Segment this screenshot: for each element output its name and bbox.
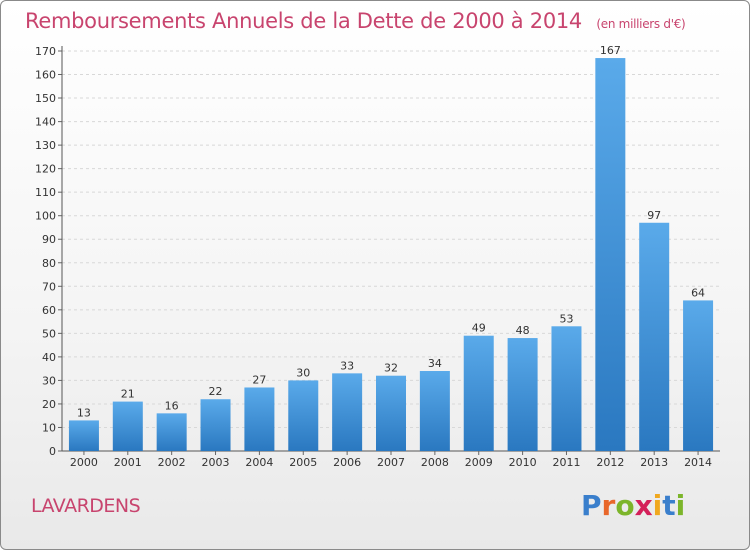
x-tick-label: 2005 — [289, 456, 317, 469]
logo-letter: P — [581, 489, 602, 522]
chart-title: Remboursements Annuels de la Dette de 20… — [25, 9, 686, 33]
y-tick-label: 40 — [42, 351, 56, 364]
bar — [683, 300, 714, 451]
bar-value-label: 13 — [77, 406, 91, 419]
x-tick-label: 2000 — [70, 456, 98, 469]
bar-value-label: 53 — [559, 312, 573, 325]
bar-value-label: 33 — [340, 359, 354, 372]
logo-letter: x — [634, 489, 653, 522]
logo-letter: r — [601, 489, 616, 522]
bar — [332, 373, 363, 451]
bar-value-label: 21 — [121, 388, 135, 401]
x-tick-label: 2003 — [202, 456, 230, 469]
bar-value-label: 27 — [252, 373, 266, 386]
y-tick-label: 20 — [42, 398, 56, 411]
bar — [639, 222, 670, 451]
y-tick-label: 170 — [35, 45, 56, 58]
x-tick-label: 2013 — [640, 456, 668, 469]
logo-letter: t — [662, 489, 676, 522]
bar — [419, 371, 450, 451]
y-tick-label: 60 — [42, 304, 56, 317]
chart-title-main: Remboursements Annuels de la Dette de 20… — [25, 9, 582, 33]
y-tick-label: 150 — [35, 92, 56, 105]
x-tick-label: 2007 — [377, 456, 405, 469]
bar — [156, 413, 187, 451]
bar — [551, 326, 582, 451]
bar — [288, 380, 319, 451]
bar — [200, 399, 231, 451]
logo-letter: i — [652, 489, 663, 522]
logo-letter: o — [615, 489, 635, 522]
y-tick-label: 100 — [35, 210, 56, 223]
y-tick-label: 130 — [35, 139, 56, 152]
bar-value-label: 16 — [165, 399, 179, 412]
x-tick-label: 2010 — [509, 456, 537, 469]
y-tick-label: 90 — [42, 233, 56, 246]
x-tick-label: 2004 — [245, 456, 273, 469]
bar-value-label: 49 — [472, 322, 486, 335]
y-tick-label: 10 — [42, 421, 56, 434]
bar-value-label: 34 — [428, 357, 442, 370]
y-tick-label: 140 — [35, 116, 56, 129]
x-tick-label: 2011 — [552, 456, 580, 469]
bar-value-label: 48 — [516, 324, 530, 337]
bar — [463, 335, 494, 451]
y-tick-label: 110 — [35, 186, 56, 199]
logo-letter: i — [675, 489, 686, 522]
bar — [507, 338, 538, 451]
x-tick-label: 2002 — [158, 456, 186, 469]
y-tick-label: 160 — [35, 69, 56, 82]
bar-value-label: 32 — [384, 362, 398, 375]
x-tick-label: 2014 — [684, 456, 712, 469]
x-tick-label: 2012 — [596, 456, 624, 469]
y-tick-label: 50 — [42, 327, 56, 340]
bar-value-label: 64 — [691, 286, 705, 299]
bar — [376, 375, 406, 451]
y-tick-label: 70 — [42, 280, 56, 293]
bar-value-label: 97 — [647, 209, 661, 222]
bar — [244, 387, 275, 451]
y-tick-label: 80 — [42, 257, 56, 270]
y-tick-label: 0 — [49, 445, 56, 458]
bar — [595, 58, 626, 451]
chart-title-unit: (en milliers d'€) — [596, 17, 686, 31]
bar-value-label: 22 — [209, 385, 223, 398]
bar — [112, 401, 143, 451]
bar-value-label: 30 — [296, 366, 310, 379]
proxiti-logo[interactable]: Proxiti — [581, 489, 685, 522]
x-tick-label: 2008 — [421, 456, 449, 469]
bar — [68, 420, 99, 451]
commune-name: LAVARDENS — [31, 495, 141, 517]
x-tick-label: 2009 — [465, 456, 493, 469]
y-tick-label: 30 — [42, 374, 56, 387]
x-tick-label: 2006 — [333, 456, 361, 469]
y-tick-label: 120 — [35, 163, 56, 176]
x-tick-label: 2001 — [114, 456, 142, 469]
bar-value-label: 167 — [600, 44, 621, 57]
